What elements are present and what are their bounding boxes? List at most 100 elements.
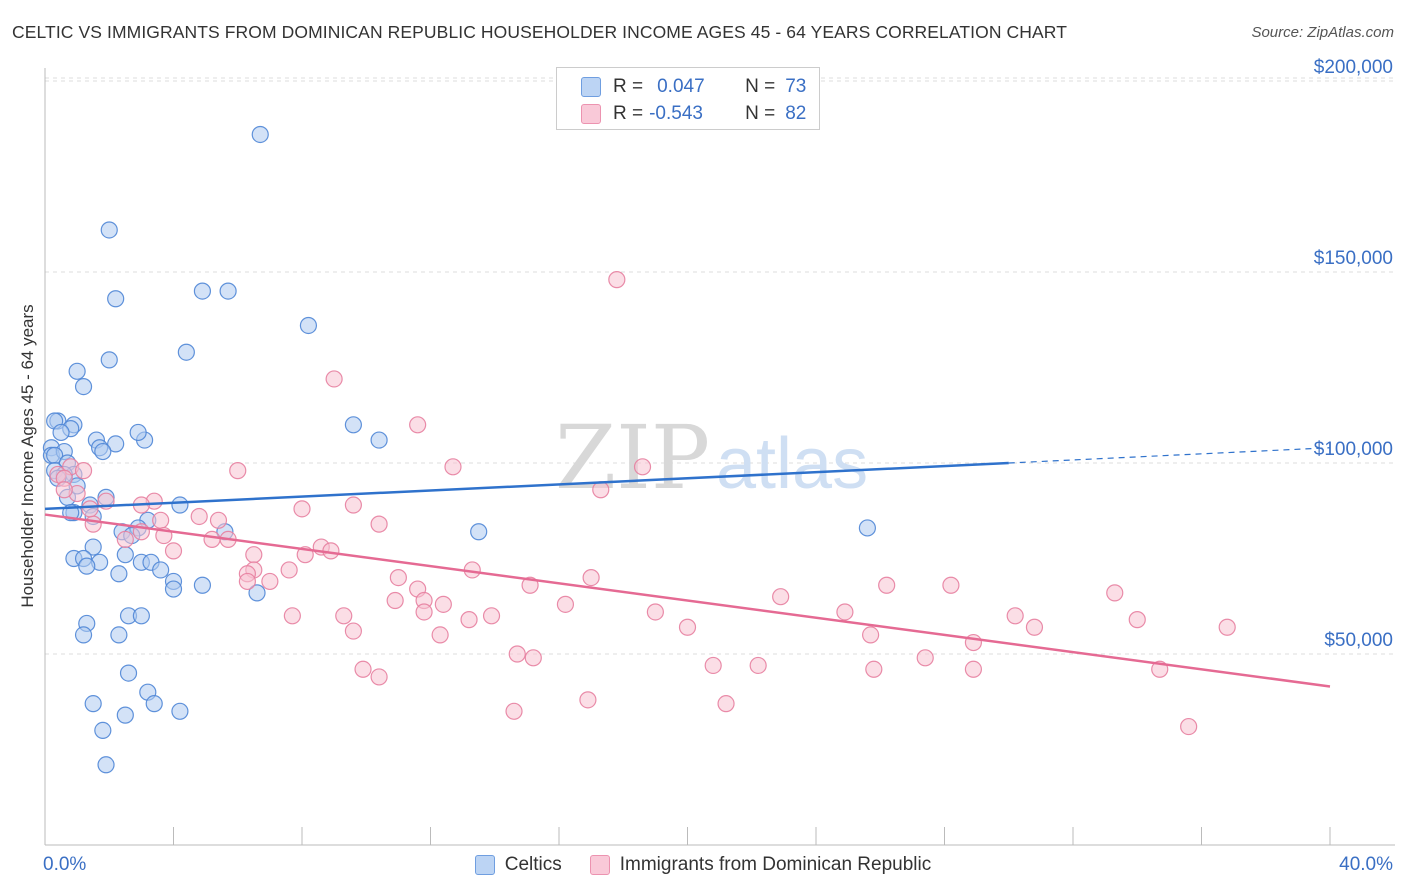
dominican-point [229, 462, 247, 480]
dominican-point [608, 271, 626, 289]
dominican-point [1006, 607, 1024, 625]
dominican-point [152, 511, 170, 529]
dominican-point [325, 370, 343, 388]
celtics-point [100, 351, 118, 369]
dominican-point [460, 611, 478, 629]
dominican-point [283, 607, 301, 625]
watermark: ZIP atlas [555, 406, 868, 509]
legend-r-value-celtics: 0.047 [657, 76, 705, 97]
celtics-point [94, 721, 112, 740]
celtics-point [193, 576, 212, 594]
celtics-point [219, 282, 237, 300]
dominican-point [749, 656, 767, 675]
watermark-zip: ZIP [555, 406, 710, 509]
celtics-point [145, 695, 163, 713]
celtics-point [74, 626, 93, 644]
celtics-point [110, 626, 128, 644]
dominican-point [203, 530, 221, 549]
celtics-point [116, 706, 134, 724]
celtics-point [107, 435, 125, 453]
dominican-point [646, 603, 664, 621]
dominican-point [1218, 618, 1236, 636]
celtics-point [68, 362, 86, 380]
celtics-point [100, 221, 118, 239]
dominican-point [505, 702, 523, 720]
trend-lines [44, 447, 1331, 688]
legend-r-label: R = [613, 76, 644, 97]
x-tick-label-max: 40.0% [1339, 854, 1393, 875]
legend-n-value-celtics: 73 [785, 76, 807, 97]
dominican-point [1180, 717, 1198, 736]
series-legend: Celtics Immigrants from Dominican Republ… [0, 852, 1406, 878]
celtics-point [470, 523, 488, 541]
celtics-point [110, 565, 128, 583]
celtics-point [344, 416, 362, 434]
series-legend-label-dominican: Immigrants from Dominican Republic [619, 854, 932, 875]
celtics-point [164, 580, 183, 598]
dominican-point [344, 622, 362, 640]
dominican-point [245, 546, 263, 564]
celtics-point [52, 423, 70, 442]
series-legend-dominican[interactable]: Immigrants from Dominican Republic [589, 854, 932, 876]
dominican-point [238, 572, 256, 591]
dominican-point [431, 626, 449, 644]
dominican-point [261, 572, 279, 591]
celtics-point [370, 431, 388, 449]
celtics-point [177, 343, 195, 361]
legend-n-value-dominican: 82 [785, 103, 807, 124]
dominican-point [74, 462, 93, 480]
dominican-point [942, 576, 960, 594]
dominican-point [1128, 611, 1146, 629]
dominican-point [280, 561, 298, 579]
celtics-point [193, 282, 212, 300]
celtics-point [94, 442, 112, 461]
dominican-point [434, 595, 452, 613]
dominican-point [678, 618, 697, 636]
dominican-point [81, 500, 99, 518]
dominican-point [482, 607, 501, 625]
celtics-trend-extension [1008, 447, 1331, 464]
axis-labels: $50,000 $100,000 $150,000 $200,000 0.0% 40.0%… [18, 57, 1393, 875]
celtics-point [299, 316, 318, 335]
y-tick-label: $100,000 [1314, 439, 1393, 460]
dominican-point [916, 649, 934, 667]
celtics-point [132, 607, 150, 625]
legend-swatch-celtics [581, 77, 601, 97]
dominican-point [508, 645, 526, 663]
dominican-point [335, 607, 353, 625]
celtics-point [171, 496, 189, 514]
dominican-point [370, 668, 388, 686]
source-credit: Source: ZipAtlas.com [1251, 24, 1394, 41]
dominican-point [865, 660, 883, 678]
dominican-point [717, 695, 735, 713]
dominican-point [389, 568, 407, 587]
dominican-trend-line [44, 513, 1331, 688]
watermark-atlas: atlas [716, 424, 868, 504]
series-legend-swatch-dominican [589, 855, 610, 875]
celtics-point [97, 756, 115, 774]
dominican-point [164, 542, 183, 560]
dominican-point [415, 603, 433, 621]
y-tick-label: $50,000 [1324, 630, 1393, 651]
dominican-point [209, 511, 228, 529]
celtics-point [84, 538, 102, 556]
legend-n-label: N = [745, 103, 776, 124]
dominican-point [964, 660, 983, 678]
legend-swatch-dominican [581, 104, 601, 124]
series-legend-celtics[interactable]: Celtics [474, 854, 562, 876]
celtics-point [858, 519, 877, 537]
dominican-point [878, 576, 896, 594]
series-dominican-points [49, 271, 1236, 736]
celtics-point [119, 664, 138, 682]
dominican-point [579, 691, 597, 709]
y-axis-title: Householder Income Ages 45 - 64 years [18, 304, 37, 607]
dominican-point [862, 626, 880, 644]
series-legend-label-celtics: Celtics [504, 854, 562, 875]
dominican-point [704, 656, 722, 675]
dominican-point [1106, 584, 1124, 602]
celtics-trend-line [44, 461, 1009, 511]
celtics-point [78, 557, 96, 575]
dominican-point [409, 416, 427, 434]
legend-row-dominican: R = -0.543 N = 82 [581, 102, 806, 126]
